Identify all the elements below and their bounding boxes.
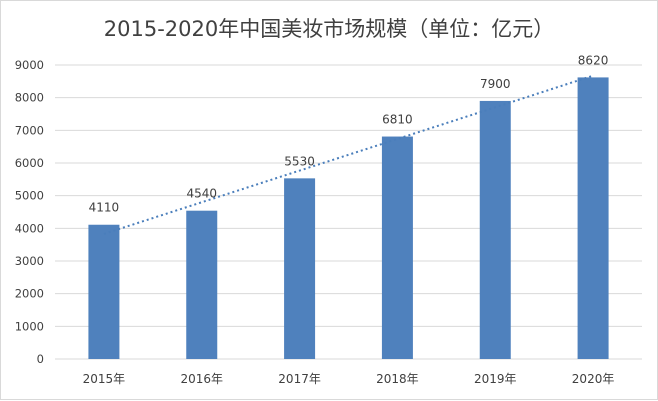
data-label: 6810 <box>382 113 413 127</box>
y-tick-label: 9000 <box>15 58 44 72</box>
x-tick-label: 2020年 <box>572 372 615 386</box>
trendline <box>103 74 594 235</box>
chart-title: 2015-2020年中国美妆市场规模（单位：亿元） <box>103 17 555 41</box>
bar-2020年 <box>577 77 609 359</box>
data-label: 5530 <box>284 154 315 168</box>
bar-2015年 <box>88 224 120 359</box>
bar-2018年 <box>381 136 413 359</box>
x-tick-label: 2017年 <box>278 372 321 386</box>
y-tick-label: 6000 <box>15 156 44 170</box>
data-label: 4110 <box>89 201 120 215</box>
y-tick-label: 7000 <box>15 123 44 137</box>
y-tick-label: 8000 <box>15 91 44 105</box>
data-label: 8620 <box>578 53 609 67</box>
bar-2017年 <box>284 178 316 359</box>
bar-2019年 <box>479 100 511 359</box>
data-label: 4540 <box>186 187 217 201</box>
x-tick-label: 2015年 <box>83 372 126 386</box>
data-label: 7900 <box>480 77 511 91</box>
y-tick-label: 1000 <box>15 319 44 333</box>
x-tick-label: 2018年 <box>376 372 419 386</box>
y-tick-label: 3000 <box>15 254 44 268</box>
y-tick-label: 0 <box>37 352 44 366</box>
x-tick-label: 2019年 <box>474 372 517 386</box>
y-tick-label: 4000 <box>15 221 44 235</box>
y-tick-label: 5000 <box>15 189 44 203</box>
x-tick-label: 2016年 <box>180 372 223 386</box>
bar-2016年 <box>186 210 218 359</box>
y-tick-label: 2000 <box>15 287 44 301</box>
